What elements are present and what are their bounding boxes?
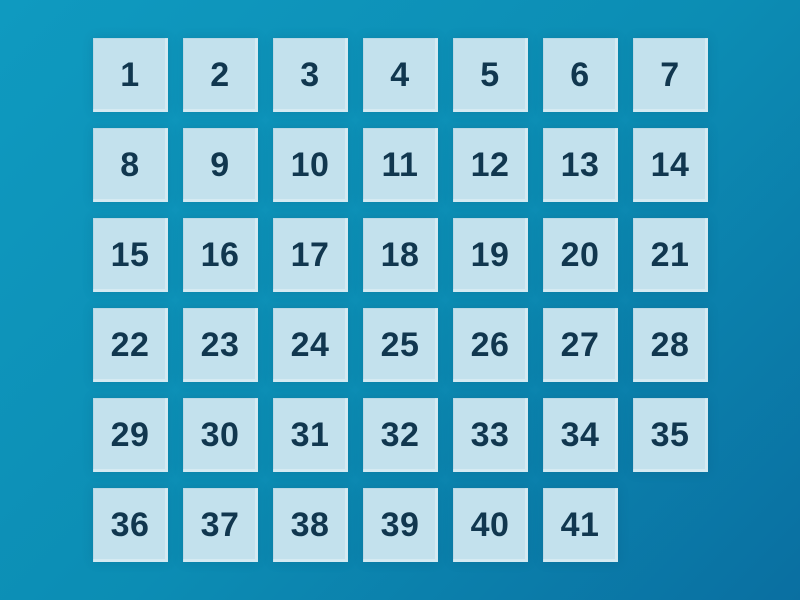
number-tile-38[interactable]: 38 — [272, 488, 348, 562]
number-tile-26[interactable]: 26 — [452, 308, 528, 382]
number-tile-19[interactable]: 19 — [452, 218, 528, 292]
number-tile-18[interactable]: 18 — [362, 218, 438, 292]
number-tile-7[interactable]: 7 — [632, 38, 708, 112]
number-tile-31[interactable]: 31 — [272, 398, 348, 472]
number-tile-16[interactable]: 16 — [182, 218, 258, 292]
number-tile-30[interactable]: 30 — [182, 398, 258, 472]
number-tile-13[interactable]: 13 — [542, 128, 618, 202]
number-tile-4[interactable]: 4 — [362, 38, 438, 112]
number-tile-1[interactable]: 1 — [92, 38, 168, 112]
number-tile-24[interactable]: 24 — [272, 308, 348, 382]
number-tile-34[interactable]: 34 — [542, 398, 618, 472]
number-tile-27[interactable]: 27 — [542, 308, 618, 382]
number-tile-29[interactable]: 29 — [92, 398, 168, 472]
number-tile-37[interactable]: 37 — [182, 488, 258, 562]
number-tile-28[interactable]: 28 — [632, 308, 708, 382]
number-tile-10[interactable]: 10 — [272, 128, 348, 202]
number-tile-25[interactable]: 25 — [362, 308, 438, 382]
number-tile-40[interactable]: 40 — [452, 488, 528, 562]
number-tile-2[interactable]: 2 — [182, 38, 258, 112]
number-tile-11[interactable]: 11 — [362, 128, 438, 202]
number-tile-3[interactable]: 3 — [272, 38, 348, 112]
number-tile-21[interactable]: 21 — [632, 218, 708, 292]
number-tile-8[interactable]: 8 — [92, 128, 168, 202]
number-tile-14[interactable]: 14 — [632, 128, 708, 202]
number-tile-32[interactable]: 32 — [362, 398, 438, 472]
number-tile-36[interactable]: 36 — [92, 488, 168, 562]
number-tile-6[interactable]: 6 — [542, 38, 618, 112]
number-tile-35[interactable]: 35 — [632, 398, 708, 472]
number-tile-grid: 1 2 3 4 5 6 7 8 9 10 11 12 13 14 15 16 17 18 19 20 21 22 23 24 2… — [92, 38, 708, 562]
number-tile-22[interactable]: 22 — [92, 308, 168, 382]
number-tile-41[interactable]: 41 — [542, 488, 618, 562]
number-tile-15[interactable]: 15 — [92, 218, 168, 292]
number-tile-12[interactable]: 12 — [452, 128, 528, 202]
number-tile-23[interactable]: 23 — [182, 308, 258, 382]
number-tile-5[interactable]: 5 — [452, 38, 528, 112]
number-tile-20[interactable]: 20 — [542, 218, 618, 292]
number-tile-33[interactable]: 33 — [452, 398, 528, 472]
number-tile-39[interactable]: 39 — [362, 488, 438, 562]
number-tile-9[interactable]: 9 — [182, 128, 258, 202]
number-tile-17[interactable]: 17 — [272, 218, 348, 292]
